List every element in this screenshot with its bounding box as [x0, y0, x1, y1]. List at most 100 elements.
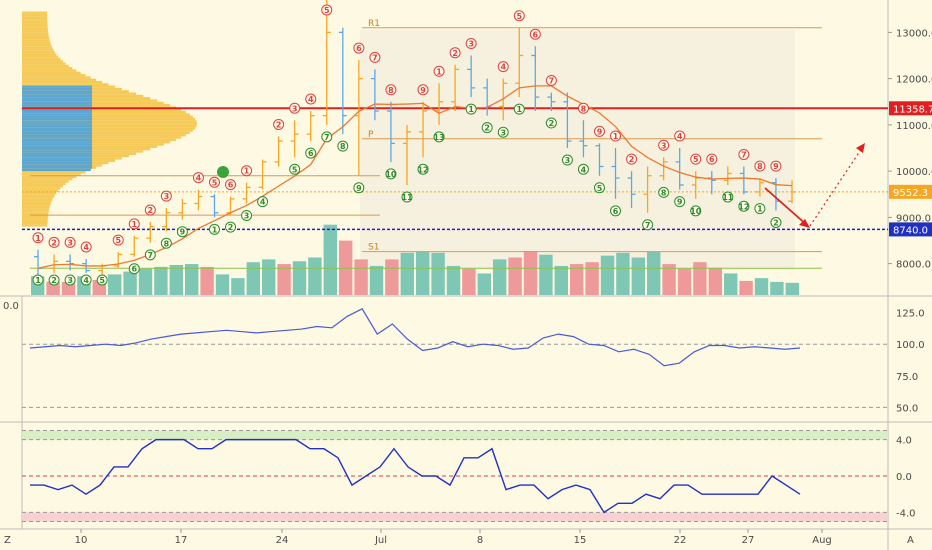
profile-bar [22, 94, 92, 98]
td-marker-green [128, 263, 140, 275]
profile-bar [22, 11, 48, 14]
td-marker-green [80, 274, 92, 286]
td-count-green: 12 [417, 165, 428, 174]
profile-bar [22, 143, 164, 146]
volume-bar [508, 257, 522, 295]
price-tags: 11358.7 9552.3 8740.0 [217, 101, 932, 237]
td-marker-green [417, 163, 429, 175]
profile-bar [22, 57, 61, 61]
td-marker-green [48, 274, 60, 286]
indicator-2-pane[interactable] [22, 430, 888, 522]
td-marker-green [225, 221, 237, 233]
profile-bar [22, 115, 92, 118]
td-marker-green [770, 216, 782, 228]
td-marker-green [241, 210, 253, 221]
profile-bar [22, 157, 92, 160]
indicator1-tick-label: 50.0 [896, 403, 918, 414]
pivot-label-p: P [368, 130, 374, 140]
profile-bar [22, 13, 48, 17]
profile-bar [22, 196, 54, 199]
td-marker-red [610, 130, 622, 142]
profile-bar [22, 46, 53, 49]
profile-bar [22, 101, 164, 105]
td-marker-green [545, 117, 557, 129]
time-tick-label: 8 [477, 535, 483, 546]
projection-arrow[interactable] [764, 187, 809, 227]
volume-bar [662, 264, 676, 295]
td-count-green: 2 [773, 218, 779, 227]
td-marker-red [577, 102, 589, 114]
td-count-green: 3 [67, 276, 73, 285]
time-tick-label: Aug [812, 535, 832, 546]
td-marker-red [690, 153, 702, 165]
volume-bar [477, 273, 491, 295]
volume-bar [292, 261, 307, 295]
indicator2-tick-label: -4.0 [896, 508, 916, 519]
profile-bar [22, 87, 92, 91]
scale-mode-z-button: Z [4, 535, 11, 546]
td-marker-red [369, 51, 381, 63]
projection-dotted-arrow[interactable] [809, 147, 863, 227]
volume-bar [693, 262, 707, 295]
td-marker-red [417, 84, 429, 96]
profile-bar [22, 64, 69, 68]
td-marker-green [337, 140, 349, 152]
td-marker-green [353, 182, 365, 194]
td-marker-green [593, 182, 605, 194]
td-marker-green [738, 200, 750, 212]
price-tick-label: 10000.0 [896, 167, 932, 178]
td-count-green: 8 [661, 188, 667, 197]
indicator2-lower-band [22, 512, 888, 522]
scale-auto-a-button: A [907, 535, 914, 546]
indicator1-tick-label: 100.0 [896, 340, 925, 351]
profile-bar [22, 99, 92, 102]
td-count-green: 1 [35, 276, 41, 285]
td-count-red: 6 [228, 181, 234, 190]
profile-bar [22, 138, 92, 142]
price-tick-label: 11000.0 [896, 121, 932, 132]
td-marker-red [593, 125, 605, 137]
profile-bar [22, 154, 92, 158]
ma-line [37, 85, 793, 269]
profile-bar [22, 23, 48, 26]
time-tick-label: 27 [742, 535, 755, 546]
td-marker-green [674, 196, 686, 208]
td-marker-red [273, 118, 285, 130]
volume-bar [323, 224, 337, 295]
td-count-red: 2 [452, 49, 458, 58]
profile-bar [22, 30, 49, 33]
pane-left-label: 0.0 [3, 301, 19, 312]
td-count-green: 3 [565, 156, 571, 165]
profile-bar [22, 127, 196, 130]
td-marker-red [770, 160, 782, 172]
profile-bar [22, 16, 48, 19]
arrow-head-icon [799, 219, 810, 228]
td-count-red: 2 [148, 206, 154, 215]
td-marker-red [706, 153, 718, 165]
profile-bar [22, 136, 182, 139]
volume-bar [246, 262, 260, 295]
td-count-green: 9 [356, 184, 362, 193]
time-tick-label: 15 [574, 535, 587, 546]
td-count-green: 2 [51, 276, 57, 285]
profile-bar [22, 127, 92, 130]
price-tag-label: 9552.3 [893, 188, 928, 199]
profile-bar [22, 117, 196, 121]
td-count-red: 7 [372, 53, 378, 62]
td-count-red: 5 [115, 236, 121, 245]
volume-bar [262, 259, 276, 295]
profile-bar [22, 124, 197, 128]
bollinger-band-area [360, 30, 795, 270]
indicator1-line [29, 308, 801, 367]
price-tag-label: 8740.0 [893, 225, 928, 236]
td-marker-red [497, 61, 509, 73]
td-marker-green [754, 203, 766, 215]
indicator-1-pane[interactable] [22, 308, 888, 408]
indicator2-tick-label: 0.0 [896, 472, 912, 483]
profile-bar [22, 161, 92, 165]
profile-bar [22, 90, 92, 93]
profile-bar [22, 168, 91, 172]
td-marker-red [433, 65, 445, 77]
td-marker-red [674, 130, 686, 142]
